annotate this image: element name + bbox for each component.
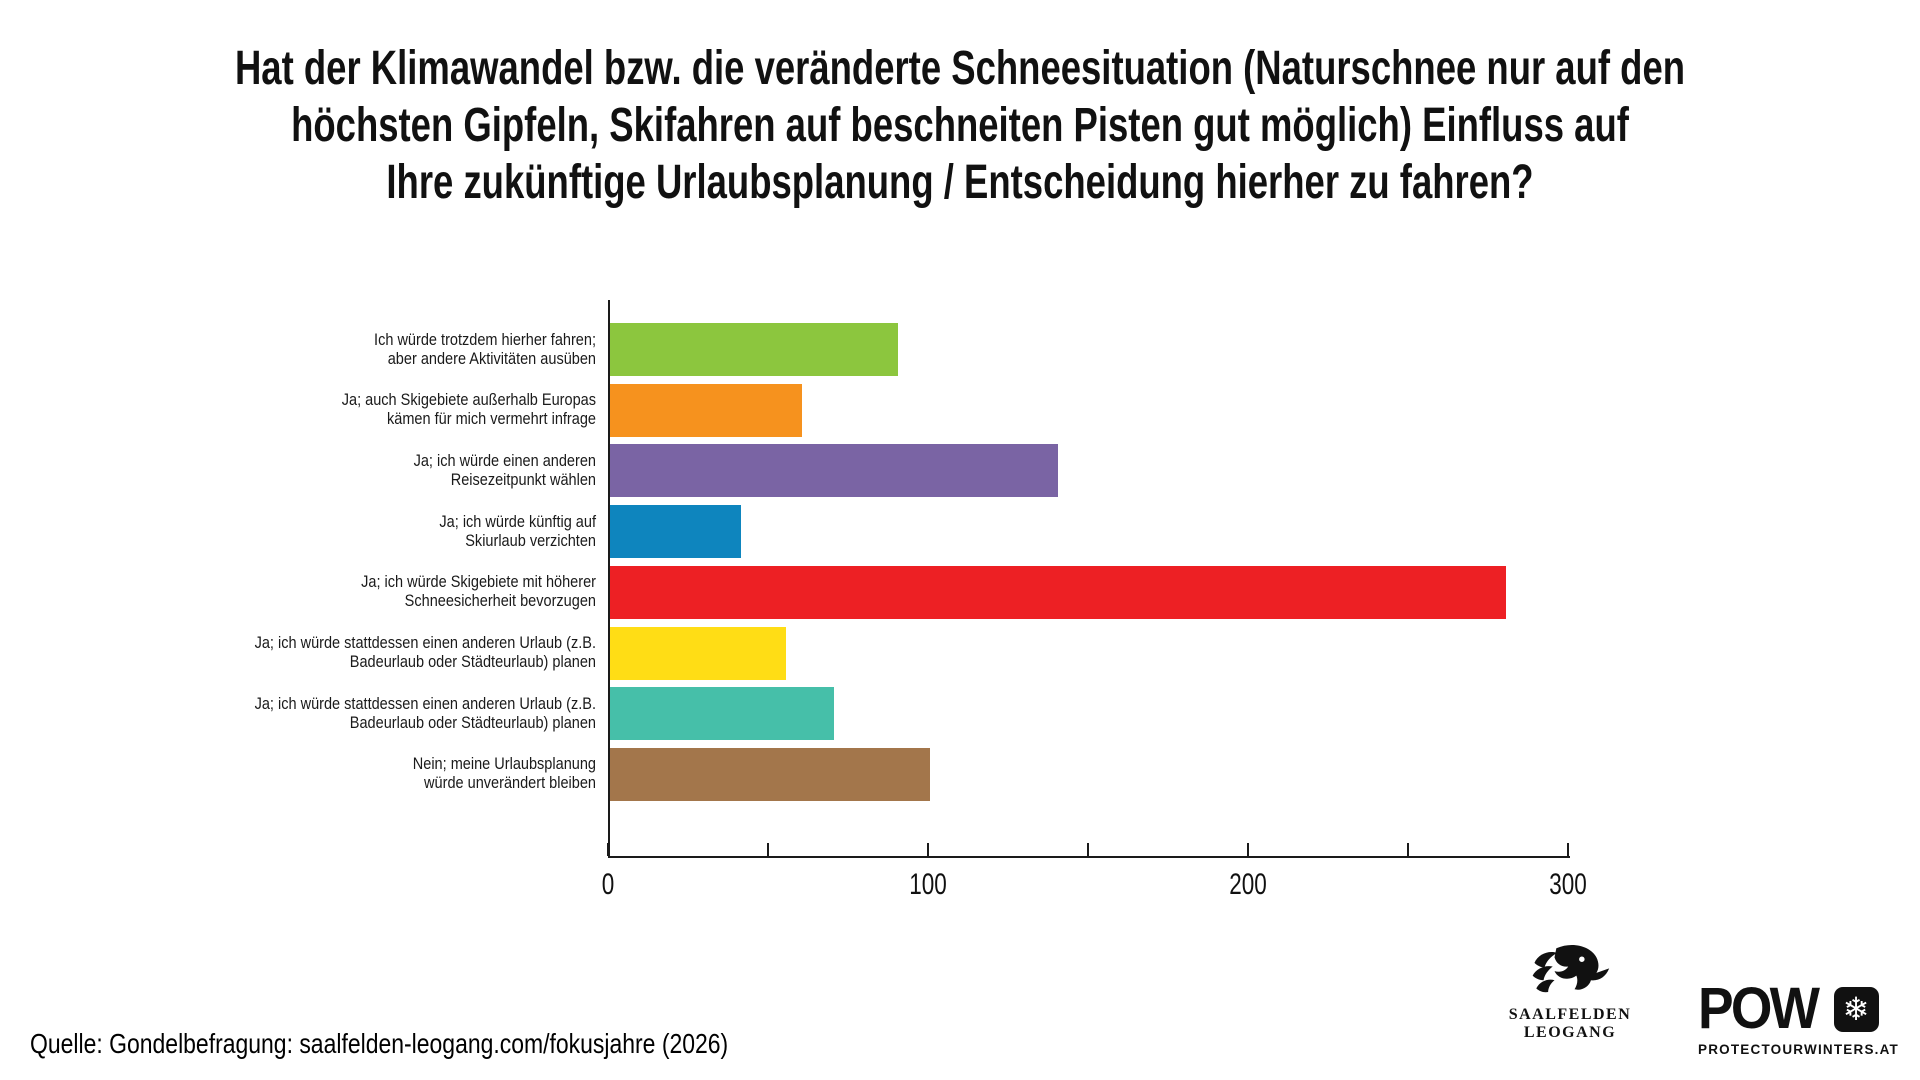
- bar: [610, 626, 786, 680]
- x-axis-tick-label: 300: [1549, 868, 1587, 901]
- bar: [610, 383, 802, 437]
- bar: [610, 444, 1058, 498]
- category-label: Ja; ich würde künftig auf Skiurlaub verzi…: [439, 512, 596, 550]
- plot-area: 0 100 200 300: [602, 300, 1587, 901]
- pow-wordmark: POW: [1698, 976, 1820, 1041]
- page-title: Hat der Klimawandel bzw. die veränderte …: [230, 40, 1689, 211]
- bar: [610, 747, 930, 801]
- x-axis-tick: [1407, 843, 1409, 856]
- x-axis-tick: [1087, 843, 1089, 856]
- x-axis-tick: [607, 843, 609, 856]
- saalfelden-wordmark-line1: SAALFELDEN: [1508, 1006, 1632, 1023]
- x-axis-tick-label: 0: [601, 868, 615, 901]
- pow-subtitle: PROTECTOURWINTERS.AT: [1698, 1042, 1900, 1057]
- title-line-2: höchsten Gipfeln, Skifahren auf beschnei…: [291, 99, 1629, 152]
- category-label: Ja; ich würde stattdessen einen anderen …: [254, 634, 596, 671]
- x-axis-tick: [1567, 843, 1569, 856]
- bar: [610, 323, 898, 376]
- title-line-3: Ihre zukünftige Urlaubsplanung / Entsche…: [386, 156, 1534, 209]
- x-axis-tick: [767, 843, 769, 856]
- x-axis-tick-label: 200: [1229, 868, 1267, 901]
- pow-logo: POW ❄ PROTECTOURWINTERS.AT: [1698, 980, 1900, 1058]
- x-axis-tick: [927, 843, 929, 856]
- lion-icon: [1532, 944, 1610, 993]
- category-label: Ja; ich würde stattdessen einen anderen …: [254, 694, 596, 732]
- x-axis-tick: [1247, 843, 1249, 856]
- x-axis-tick-label: 100: [909, 868, 947, 901]
- saalfelden-wordmark-line2: LEOGANG: [1523, 1024, 1617, 1041]
- snowflake-icon: ❄: [1833, 986, 1879, 1032]
- category-labels-column: Ich würde trotzdem hierher fahren; aber a…: [0, 300, 596, 858]
- saalfelden-leogang-logo: SAALFELDEN LEOGANG: [1500, 942, 1640, 1042]
- pow-wordmark-row: POW ❄: [1698, 980, 1888, 1038]
- category-label: Ja; auch Skigebiete außerhalb Europas käm…: [341, 391, 596, 429]
- title-line-1: Hat der Klimawandel bzw. die veränderte …: [234, 42, 1686, 95]
- bar: [610, 687, 834, 741]
- source-text: Quelle: Gondelbefragung: saalfelden-leog…: [30, 1028, 729, 1059]
- y-axis-line: [608, 300, 610, 858]
- bar: [610, 565, 1506, 619]
- x-axis-line: [608, 856, 1570, 858]
- category-label: Ich würde trotzdem hierher fahren; aber a…: [374, 330, 596, 368]
- bar-chart: Ich würde trotzdem hierher fahren; aber a…: [0, 300, 1587, 920]
- bar: [610, 505, 742, 559]
- category-label: Ja; ich würde Skigebiete mit höherer Schn…: [361, 573, 596, 611]
- category-label: Nein; meine Urlaubsplanung würde unveränd…: [412, 755, 596, 793]
- category-label: Ja; ich würde einen anderen Reisezeitpunk…: [413, 451, 596, 489]
